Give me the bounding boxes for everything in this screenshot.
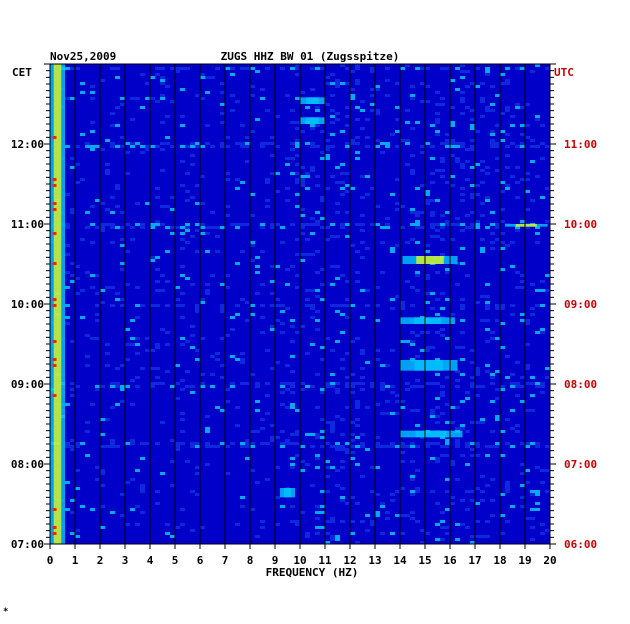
right-axis-label: UTC	[554, 66, 574, 79]
hotspot-core-4	[415, 430, 447, 438]
lowfreq-peak	[52, 202, 57, 205]
right-time-label: 06:00	[564, 538, 597, 551]
hotspot-core-8	[306, 117, 319, 124]
x-tick-label: 1	[72, 554, 79, 567]
x-tick-label: 4	[147, 554, 154, 567]
lowfreq-peak	[52, 298, 57, 301]
lowfreq-peak	[52, 208, 57, 211]
x-tick-label: 17	[468, 554, 481, 567]
lowfreq-peak	[52, 178, 57, 181]
x-tick-label: 5	[172, 554, 179, 567]
x-tick-labels: 0 1 2 3 4 5 6 7 8 9 10 11 12 13 14 15 16 17 18 19 20	[47, 554, 557, 567]
left-time-label: 09:00	[11, 378, 44, 391]
x-tick-label: 3	[122, 554, 129, 567]
footer-mark: *	[3, 607, 8, 617]
chart-date: Nov25,2009	[50, 50, 116, 63]
hotspot-core-0	[53, 64, 62, 544]
axis-ticks	[44, 63, 556, 549]
lowfreq-peak	[52, 532, 57, 535]
left-time-label: 10:00	[11, 298, 44, 311]
left-time-label: 11:00	[11, 218, 44, 231]
right-time-label: 08:00	[564, 378, 597, 391]
lowfreq-peak	[52, 526, 57, 529]
lowfreq-peak	[52, 262, 57, 265]
x-axis-label: FREQUENCY (HZ)	[266, 566, 359, 579]
x-tick-label: 19	[518, 554, 531, 567]
x-tick-label: 15	[418, 554, 431, 567]
lowfreq-peak	[52, 508, 57, 511]
lowfreq-peak	[52, 304, 57, 307]
lowfreq-peak	[52, 340, 57, 343]
x-tick-label: 6	[197, 554, 204, 567]
chart-title: ZUGS HHZ BW 01 (Zugsspitze)	[221, 50, 400, 63]
lowfreq-peak	[52, 394, 57, 397]
frequency-gridlines	[49, 63, 551, 545]
hotspot-core-6	[515, 224, 537, 227]
x-tick-label: 0	[47, 554, 54, 567]
x-tick-label: 8	[247, 554, 254, 567]
right-time-labels: 11:00 10:00 09:00 08:00 07:00 06:00	[564, 138, 597, 551]
left-time-labels: 12:00 11:00 10:00 09:00 08:00 07:00	[11, 138, 44, 551]
right-time-label: 10:00	[564, 218, 597, 231]
x-tick-label: 14	[393, 554, 407, 567]
right-time-label: 09:00	[564, 298, 597, 311]
x-tick-label: 20	[543, 554, 556, 567]
x-tick-label: 18	[493, 554, 506, 567]
left-time-label: 07:00	[11, 538, 44, 551]
hotspot-core-7	[306, 97, 319, 104]
lowfreq-peak	[52, 358, 57, 361]
lowfreq-peak	[52, 232, 57, 235]
hotspot-core-1	[416, 256, 444, 264]
lowfreq-peak	[52, 364, 57, 367]
x-tick-label: 11	[318, 554, 332, 567]
x-tick-label: 9	[272, 554, 279, 567]
left-axis-label: CET	[12, 66, 32, 79]
hotspot-core-3	[414, 360, 444, 371]
x-tick-label: 13	[368, 554, 381, 567]
x-tick-label: 2	[97, 554, 104, 567]
lowfreq-peak	[52, 136, 57, 139]
spectrogram-cells	[50, 64, 550, 544]
x-tick-label: 7	[222, 554, 229, 567]
left-time-label: 12:00	[11, 138, 44, 151]
hotspot-core-5	[283, 488, 292, 498]
left-time-label: 08:00	[11, 458, 44, 471]
right-time-label: 11:00	[564, 138, 597, 151]
x-tick-label: 10	[293, 554, 306, 567]
hotspot-core-2	[413, 317, 442, 324]
lowfreq-peak	[52, 184, 57, 187]
x-tick-label: 12	[343, 554, 356, 567]
x-tick-label: 16	[443, 554, 457, 567]
right-time-label: 07:00	[564, 458, 597, 471]
